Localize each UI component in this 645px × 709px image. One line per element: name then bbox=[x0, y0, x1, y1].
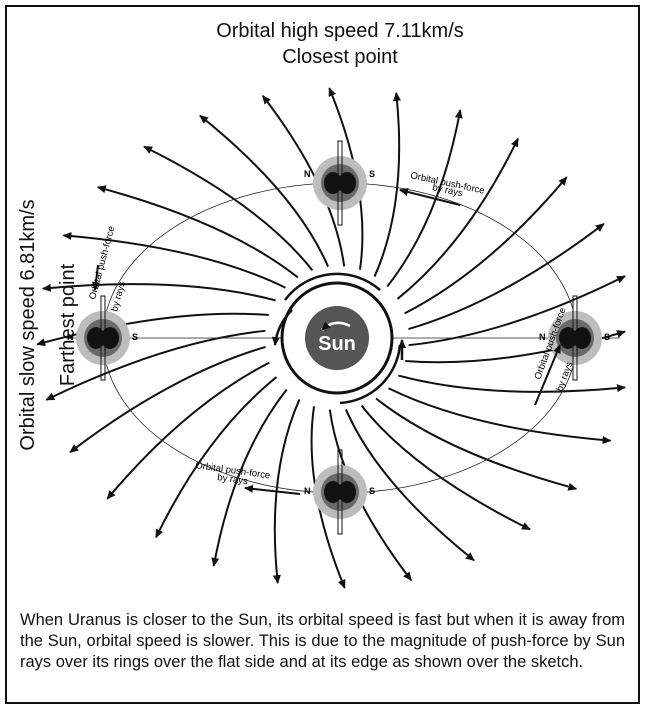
ray bbox=[388, 387, 612, 444]
caption: When Uranus is closer to the Sun, its or… bbox=[20, 611, 625, 671]
push-label: by rays bbox=[554, 360, 575, 393]
pole-label: N bbox=[539, 332, 546, 342]
sun-rotation bbox=[321, 321, 351, 331]
ray bbox=[386, 109, 463, 288]
pole-label: N bbox=[67, 332, 74, 342]
frame bbox=[5, 5, 640, 704]
push-arrow bbox=[91, 264, 100, 291]
ray bbox=[396, 137, 519, 300]
ray bbox=[106, 361, 270, 500]
sun-label: Sun bbox=[318, 333, 356, 355]
ray bbox=[375, 397, 578, 491]
ray bbox=[345, 409, 475, 562]
planet-lobe bbox=[101, 327, 119, 349]
pole-label: N bbox=[304, 169, 311, 179]
pole-label: S bbox=[604, 332, 610, 342]
ray bbox=[155, 376, 278, 539]
ray bbox=[408, 275, 626, 347]
ray bbox=[69, 345, 266, 453]
ray bbox=[143, 145, 314, 271]
ray bbox=[211, 388, 288, 567]
ray bbox=[62, 232, 286, 289]
push-arrow bbox=[399, 188, 461, 206]
ray bbox=[45, 329, 266, 401]
sun-ring-arrow bbox=[271, 309, 293, 346]
ring-edge bbox=[337, 140, 343, 226]
sun-ring-arc bbox=[283, 272, 381, 301]
push-label: Orbital push-force bbox=[87, 225, 117, 301]
ring-edge bbox=[572, 295, 578, 381]
ray bbox=[36, 312, 269, 347]
title-line: Closest point bbox=[282, 46, 398, 68]
ray bbox=[41, 283, 276, 302]
ray bbox=[404, 176, 568, 315]
planet-lobe bbox=[338, 481, 356, 503]
title-line: Orbital high speed 7.11km/s bbox=[216, 20, 464, 42]
planet-lobe bbox=[573, 327, 591, 349]
ray bbox=[199, 114, 329, 267]
pole-label: S bbox=[369, 486, 375, 496]
ray bbox=[96, 185, 299, 279]
push-arrow bbox=[244, 484, 301, 495]
sun bbox=[305, 306, 369, 370]
planets: N SN S N SN S bbox=[67, 140, 610, 535]
push-arrow bbox=[534, 344, 561, 406]
side-line: Orbital slow speed 6.81km/s bbox=[17, 199, 39, 450]
pole-label: S bbox=[369, 169, 375, 179]
push-label: by rays bbox=[217, 472, 249, 487]
ring-edge bbox=[337, 449, 343, 535]
ray bbox=[398, 374, 626, 393]
side-line: Farthest point bbox=[57, 263, 79, 386]
sun-ring-arc bbox=[339, 344, 402, 405]
ray bbox=[272, 399, 301, 585]
ray bbox=[408, 223, 605, 331]
pole-label: S bbox=[132, 332, 138, 342]
ring-edge bbox=[100, 295, 106, 381]
planet-lobe bbox=[338, 172, 356, 194]
pole-label: N bbox=[304, 486, 311, 496]
ray bbox=[373, 91, 402, 277]
ray bbox=[360, 405, 531, 531]
